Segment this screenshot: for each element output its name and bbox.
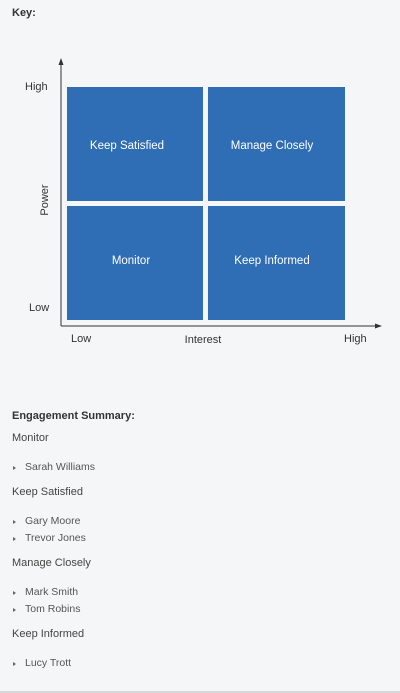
- engagement-summary: Engagement Summary: Monitor Sarah Willia…: [12, 410, 392, 672]
- y-axis-title: Power: [39, 184, 51, 216]
- list-item: Mark Smith: [12, 584, 392, 601]
- key-label: Key:: [12, 7, 36, 19]
- group-title: Keep Informed: [12, 628, 85, 640]
- list-item: Lucy Trott: [12, 655, 392, 672]
- group-keep-satisfied: Keep Satisfied Gary Moore Trevor Jones: [12, 486, 392, 547]
- group-title: Manage Closely: [12, 557, 91, 569]
- x-low-label: Low: [71, 333, 91, 345]
- group-title: Keep Satisfied: [12, 486, 83, 498]
- stakeholder-list: Mark Smith Tom Robins: [12, 584, 392, 618]
- quadrant-label-keep-informed: Keep Informed: [234, 255, 309, 267]
- quadrant-bottom-left: [67, 206, 203, 320]
- y-low-label: Low: [29, 302, 49, 314]
- y-high-label: High: [25, 81, 48, 93]
- group-monitor: Monitor Sarah Williams: [12, 432, 392, 476]
- quadrant-label-keep-satisfied: Keep Satisfied: [90, 140, 164, 152]
- x-axis-arrow: [375, 323, 382, 329]
- quadrant-label-monitor: Monitor: [112, 255, 151, 267]
- engagement-summary-title: Engagement Summary:: [12, 410, 135, 422]
- bottom-divider: [0, 691, 400, 693]
- stakeholder-list: Lucy Trott: [12, 655, 392, 672]
- group-title: Monitor: [12, 432, 49, 444]
- stakeholder-list: Gary Moore Trevor Jones: [12, 513, 392, 547]
- list-item: Tom Robins: [12, 601, 392, 618]
- group-manage-closely: Manage Closely Mark Smith Tom Robins: [12, 557, 392, 618]
- y-axis-arrow: [58, 58, 64, 65]
- x-high-label: High: [344, 333, 367, 345]
- x-axis-title: Interest: [185, 334, 222, 346]
- quadrant-bottom-right: [208, 206, 345, 320]
- quadrant-top-right: [208, 87, 345, 201]
- list-item: Gary Moore: [12, 513, 392, 530]
- list-item: Sarah Williams: [12, 459, 392, 476]
- stakeholder-list: Sarah Williams: [12, 459, 392, 476]
- power-interest-matrix: Keep Satisfied Manage Closely Monitor Ke…: [25, 58, 382, 346]
- list-item: Trevor Jones: [12, 530, 392, 547]
- quadrant-top-left: [67, 87, 203, 201]
- group-keep-informed: Keep Informed Lucy Trott: [12, 628, 392, 672]
- quadrant-label-manage-closely: Manage Closely: [231, 140, 314, 152]
